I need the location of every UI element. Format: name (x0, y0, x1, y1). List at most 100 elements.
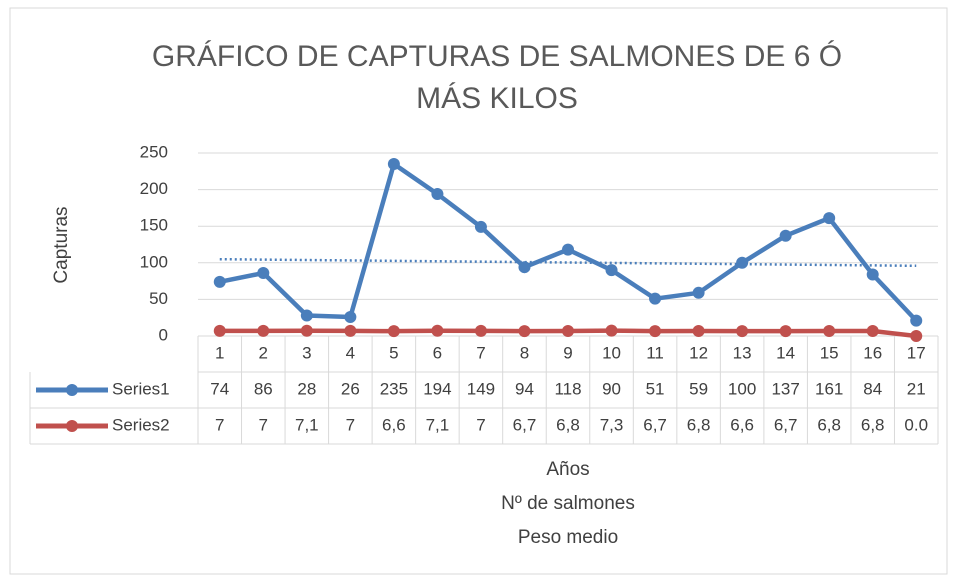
x-tick-label: 12 (689, 343, 708, 362)
data-point (474, 324, 487, 337)
y-axis-label: Capturas (51, 206, 72, 283)
data-point (344, 324, 357, 337)
data-table-cell: 7 (215, 415, 224, 434)
data-table-cell: 149 (467, 379, 495, 398)
y-tick-label: 0 (159, 325, 168, 344)
data-point (649, 292, 662, 305)
data-table-cell: 6,7 (643, 415, 667, 434)
data-table-cell: 7,1 (295, 415, 319, 434)
legend-key (66, 384, 78, 396)
x-tick-label: 15 (820, 343, 839, 362)
data-point (518, 325, 531, 338)
data-point (213, 324, 226, 337)
data-point (562, 243, 574, 256)
data-table-cell: 161 (815, 379, 843, 398)
data-table-cell: 26 (341, 379, 360, 398)
data-table-cell: 59 (689, 379, 708, 398)
data-point (387, 325, 400, 338)
data-table-cell: 86 (254, 379, 273, 398)
x-axis-label: Años (546, 459, 589, 480)
y-tick-label: 150 (140, 216, 168, 235)
data-table-cell: 90 (602, 379, 621, 398)
data-table-cell: 118 (554, 379, 581, 398)
data-point (779, 229, 792, 242)
x-tick-label: 11 (646, 343, 664, 362)
y-tick-label: 100 (140, 252, 168, 271)
data-table-cell: 7,1 (426, 415, 450, 434)
data-table-cell: 6,7 (774, 415, 798, 434)
data-point (605, 264, 618, 277)
data-point (605, 324, 618, 337)
data-point (649, 325, 662, 338)
data-table-cell: 84 (863, 379, 882, 398)
y-tick-label: 200 (140, 179, 168, 198)
data-table-cell: 6,8 (817, 415, 841, 434)
x-tick-label: 7 (476, 343, 485, 362)
data-point (300, 324, 313, 337)
data-point (344, 310, 357, 323)
data-point (910, 330, 923, 342)
x-tick-label: 9 (563, 343, 572, 362)
data-point (823, 212, 836, 225)
data-point (562, 325, 574, 338)
data-point (257, 324, 270, 337)
x-axis-label: Peso medio (518, 527, 618, 548)
x-tick-label: 6 (433, 343, 442, 362)
data-table-cell: 0.0 (904, 415, 928, 434)
x-tick-label: 5 (389, 343, 398, 362)
legend-label: Series2 (112, 415, 170, 434)
x-tick-label: 16 (863, 343, 882, 362)
data-table-cell: 94 (515, 379, 534, 398)
data-point (257, 267, 270, 280)
x-tick-label: 4 (346, 343, 355, 362)
data-table-cell: 6,7 (513, 415, 537, 434)
data-point (736, 256, 749, 269)
x-tick-label: 17 (907, 343, 926, 362)
data-table-cell: 28 (297, 379, 316, 398)
data-table-cell: 7 (476, 415, 485, 434)
data-point (866, 268, 879, 281)
data-point (431, 324, 444, 337)
data-point (823, 325, 836, 338)
data-point (910, 314, 923, 327)
data-table-cell: 21 (907, 379, 926, 398)
data-table-cell: 7 (346, 415, 355, 434)
data-table-cell: 74 (210, 379, 229, 398)
data-table-cell: 100 (728, 379, 756, 398)
x-tick-label: 8 (520, 343, 529, 362)
data-table-cell: 6,6 (382, 415, 406, 434)
data-table-cell: 6,8 (687, 415, 711, 434)
chart-title: MÁS KILOS (416, 82, 578, 115)
x-tick-label: 2 (259, 343, 268, 362)
data-table-cell: 6,8 (556, 415, 580, 434)
trendline (219, 257, 917, 268)
data-point (474, 220, 487, 233)
legend-key (66, 420, 78, 432)
data-point (518, 261, 531, 274)
data-table-cell: 235 (380, 379, 408, 398)
x-axis-label: Nº de salmones (501, 493, 635, 514)
x-tick-label: 3 (302, 343, 311, 362)
x-tick-label: 13 (733, 343, 752, 362)
x-tick-label: 14 (776, 343, 795, 362)
data-table-cell: 194 (423, 379, 451, 398)
y-tick-label: 250 (140, 142, 168, 161)
data-point (692, 325, 705, 338)
data-table-cell: 6,8 (861, 415, 885, 434)
data-point (779, 325, 792, 338)
x-tick-label: 10 (602, 343, 621, 362)
chart-border (9, 7, 948, 575)
x-tick-label: 1 (215, 343, 224, 362)
data-table-cell: 137 (771, 379, 799, 398)
data-point (736, 325, 749, 338)
data-point (431, 187, 444, 200)
chart-title: GRÁFICO DE CAPTURAS DE SALMONES DE 6 Ó (152, 40, 842, 73)
data-table-cell: 7 (259, 415, 268, 434)
data-point (387, 157, 400, 170)
data-table-cell: 7,3 (600, 415, 624, 434)
data-point (213, 275, 226, 288)
data-table-cell: 6,6 (730, 415, 754, 434)
data-point (300, 309, 313, 322)
legend-label: Series1 (112, 379, 170, 398)
